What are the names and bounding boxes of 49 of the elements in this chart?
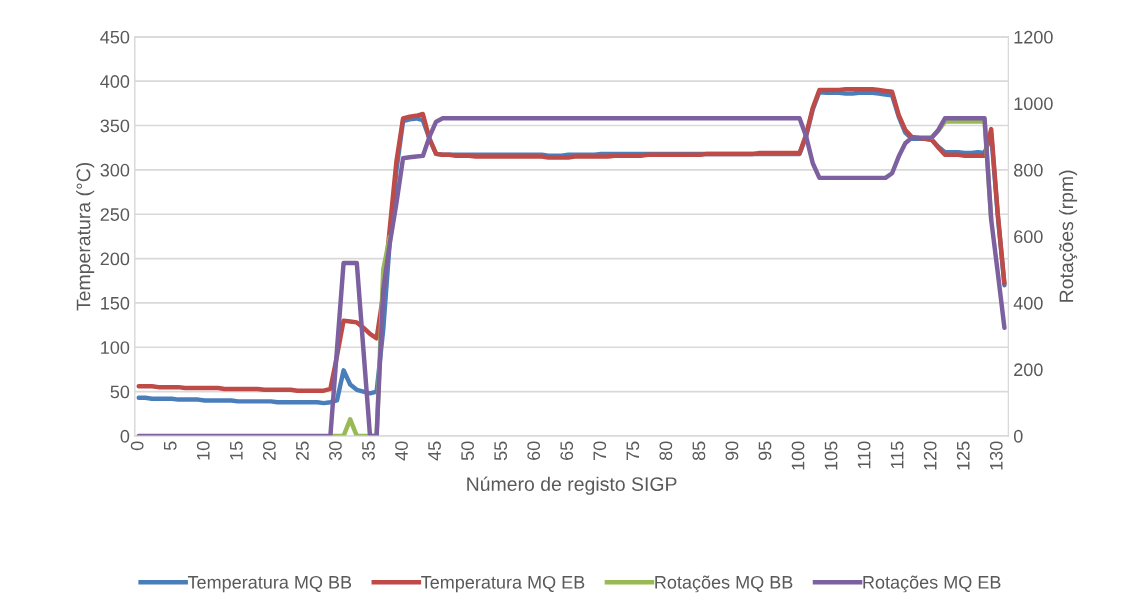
- x-tick-label: 35: [362, 441, 375, 461]
- y2-tick-label: 1000: [1014, 97, 1053, 111]
- x-axis-title: Número de registo SIGP: [467, 476, 677, 495]
- y-tick-label: 350: [100, 119, 130, 133]
- y2-tick-label: 1200: [1014, 30, 1053, 44]
- x-tick-label: 55: [494, 441, 508, 461]
- y-tick-label: 300: [100, 163, 130, 177]
- y2-tick-label: 800: [1014, 163, 1043, 177]
- x-tick-label: 20: [262, 441, 276, 460]
- x-tick-label: 110: [857, 441, 871, 469]
- x-tick-label: 95: [758, 441, 772, 461]
- y-tick-label: 200: [100, 252, 130, 266]
- x-tick-label: 5: [164, 441, 177, 451]
- y-tick-label: 100: [101, 341, 130, 354]
- x-tick-label: 70: [593, 441, 607, 460]
- x-tick-label: 115: [890, 441, 904, 469]
- x-tick-label: 40: [395, 441, 408, 461]
- x-tick-label: 30: [329, 441, 342, 461]
- y-tick-label: 250: [100, 208, 130, 221]
- y2-tick-label: 400: [1013, 296, 1043, 310]
- y-axis-title: Temperatura (°C): [76, 162, 95, 311]
- x-tick-label: 65: [560, 441, 574, 460]
- y2-axis-title: Rotações (rpm): [1058, 170, 1078, 302]
- legend-label: Rotações MQ EB: [863, 575, 1001, 593]
- x-tick-label: 75: [626, 441, 640, 460]
- x-tick-label: 25: [295, 441, 309, 460]
- y-tick-label: 50: [110, 385, 130, 399]
- x-tick-label: 130: [989, 441, 1003, 470]
- y-tick-label: 450: [100, 30, 130, 44]
- legend-label: Temperatura MQ EB: [421, 575, 585, 593]
- x-tick-label: 0: [130, 441, 144, 451]
- y-tick-label: 150: [101, 296, 130, 310]
- x-tick-label: 45: [428, 441, 441, 461]
- legend-label: Temperatura MQ BB: [187, 575, 352, 593]
- x-tick-label: 125: [956, 441, 970, 470]
- x-tick-label: 60: [527, 441, 541, 460]
- y2-tick-label: 600: [1014, 230, 1043, 244]
- legend-label: Rotações MQ BB: [655, 575, 793, 593]
- x-tick-label: 10: [196, 441, 210, 460]
- x-tick-label: 105: [824, 441, 838, 470]
- x-tick-label: 90: [725, 441, 739, 461]
- x-tick-label: 100: [791, 441, 805, 470]
- x-tick-label: 120: [923, 441, 937, 470]
- x-tick-label: 15: [230, 441, 243, 460]
- y2-tick-label: 200: [1014, 363, 1043, 377]
- x-tick-label: 85: [692, 441, 706, 461]
- y-tick-label: 400: [100, 75, 130, 88]
- x-tick-label: 50: [461, 441, 474, 461]
- x-tick-label: 80: [659, 441, 673, 461]
